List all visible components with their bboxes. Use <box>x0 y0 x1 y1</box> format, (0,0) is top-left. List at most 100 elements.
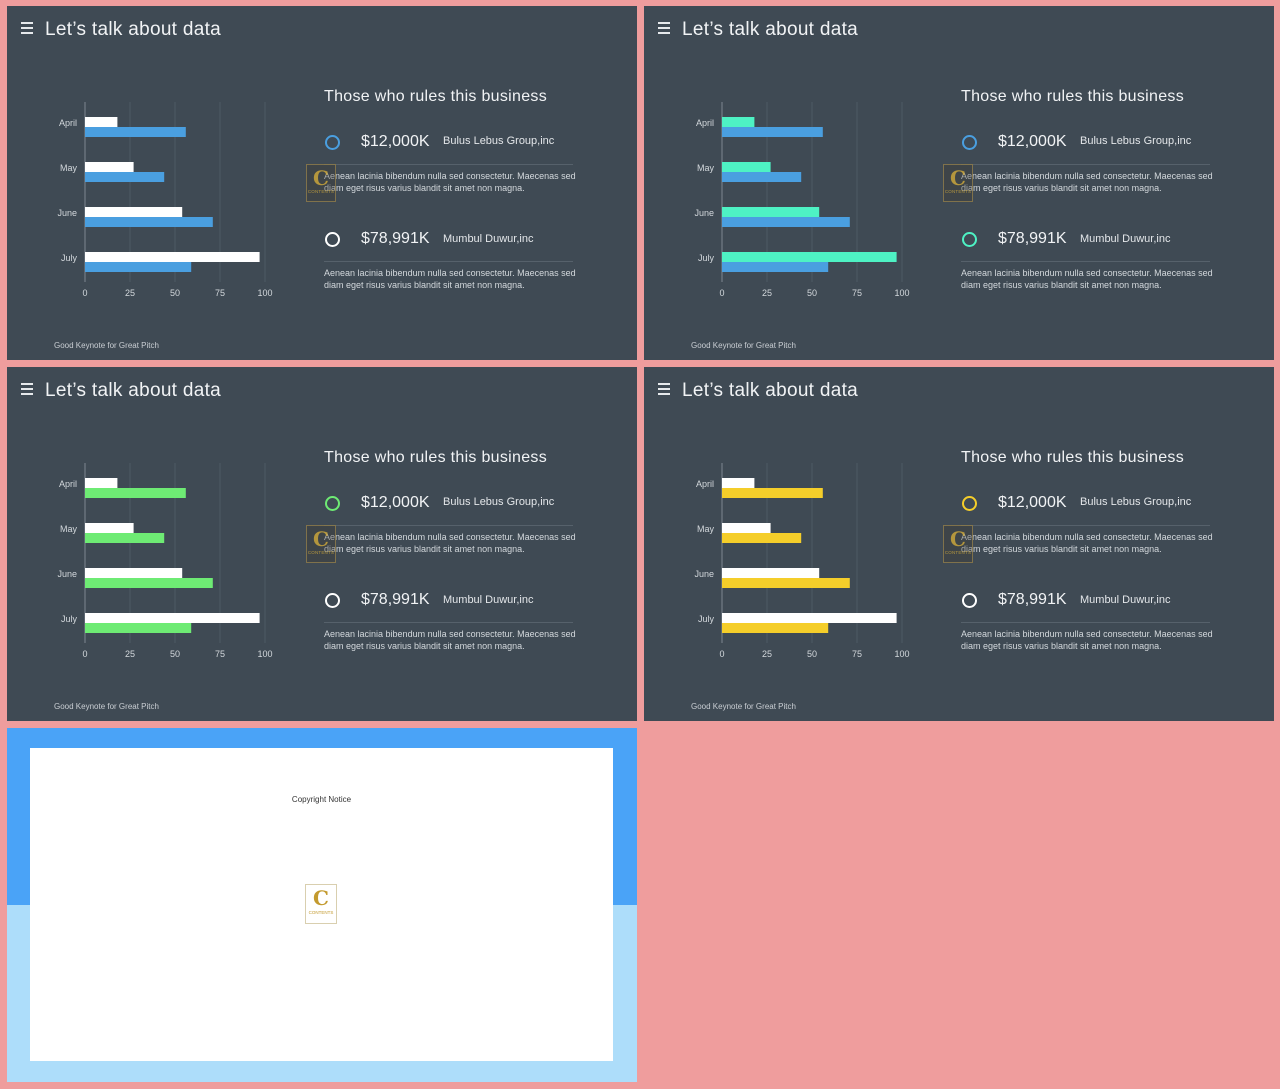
copyright-card: Copyright Notice C CONTENTS <box>30 748 613 1061</box>
bar-series-2 <box>722 172 802 182</box>
x-tick-label: 100 <box>894 288 909 298</box>
entry-company: Bulus Lebus Group,inc <box>1080 135 1192 147</box>
bar-series-1 <box>722 613 897 623</box>
bar-series-1 <box>722 207 820 217</box>
entry-value: $12,000K <box>361 494 430 511</box>
bar-chart: 0 25 50 75 100 April May June July <box>57 463 273 659</box>
logo-word: CONTENTS <box>307 189 335 194</box>
bar-series-1 <box>722 478 755 488</box>
entry-value: $78,991K <box>361 591 430 608</box>
divider <box>324 261 573 262</box>
slide-1[interactable]: Let’s talk about data 0 25 50 75 100 April May… <box>7 6 637 360</box>
x-tick-label: 50 <box>170 288 180 298</box>
divider <box>961 622 1210 623</box>
bar-chart: 0 25 50 75 100 April May June July <box>694 102 910 298</box>
x-tick-label: 0 <box>82 288 87 298</box>
entry-description: Aenean lacinia bibendum nulla sed consec… <box>324 268 576 290</box>
footer-text: Good Keynote for Great Pitch <box>54 341 159 350</box>
slide-title: Let’s talk about data <box>45 380 222 401</box>
x-tick-label: 75 <box>215 288 225 298</box>
x-tick-label: 75 <box>852 649 862 659</box>
footer-text: Good Keynote for Great Pitch <box>54 702 159 711</box>
entry-description: Aenean lacinia bibendum nulla sed consec… <box>961 532 1213 554</box>
x-tick-label: 50 <box>807 288 817 298</box>
logo-word: CONTENTS <box>308 910 334 915</box>
bar-series-2 <box>85 127 186 137</box>
slide-title: Let’s talk about data <box>682 380 859 401</box>
x-tick-label: 0 <box>719 649 724 659</box>
entry-description: Aenean lacinia bibendum nulla sed consec… <box>961 268 1213 290</box>
circle-icon <box>962 232 977 247</box>
menu-icon <box>21 22 33 34</box>
entry-company: Bulus Lebus Group,inc <box>443 135 555 147</box>
entry-value: $12,000K <box>361 133 430 150</box>
category-label: June <box>57 208 77 218</box>
x-tick-label: 50 <box>807 649 817 659</box>
category-label: June <box>57 569 77 579</box>
entry-company: Mumbul Duwur,inc <box>443 594 534 606</box>
logo-letter: C <box>313 527 329 551</box>
x-tick-label: 50 <box>170 649 180 659</box>
bar-series-2 <box>722 578 850 588</box>
slide-title: Let’s talk about data <box>682 19 859 40</box>
bar-chart: 0 25 50 75 100 April May June July <box>57 102 273 298</box>
entry-value: $78,991K <box>998 230 1067 247</box>
footer-text: Good Keynote for Great Pitch <box>691 702 796 711</box>
bar-series-1 <box>722 523 771 533</box>
bar-series-2 <box>722 533 802 543</box>
slide-3[interactable]: Let’s talk about data 0 25 50 75 100 April May… <box>7 367 637 721</box>
entry-company: Mumbul Duwur,inc <box>1080 594 1171 606</box>
x-tick-label: 0 <box>82 649 87 659</box>
category-label: May <box>60 163 78 173</box>
section-heading: Those who rules this business <box>324 88 548 105</box>
divider <box>324 164 573 165</box>
category-label: April <box>696 479 714 489</box>
x-tick-label: 25 <box>125 288 135 298</box>
divider <box>961 525 1210 526</box>
category-label: July <box>61 253 78 263</box>
bar-series-2 <box>722 127 823 137</box>
entry-description: Aenean lacinia bibendum nulla sed consec… <box>961 171 1213 193</box>
divider <box>324 622 573 623</box>
bar-chart: 0 25 50 75 100 April May June July <box>694 463 910 659</box>
entry-value: $78,991K <box>998 591 1067 608</box>
bar-series-2 <box>85 578 213 588</box>
logo-badge-icon: C CONTENTS <box>305 884 337 924</box>
bar-series-1 <box>85 162 134 172</box>
circle-icon <box>325 135 340 150</box>
category-label: June <box>694 569 714 579</box>
menu-icon <box>21 383 33 395</box>
slide-2[interactable]: Let’s talk about data 0 25 50 75 100 April May… <box>644 6 1274 360</box>
bar-series-1 <box>722 117 755 127</box>
bar-series-1 <box>722 568 820 578</box>
bar-series-1 <box>85 252 260 262</box>
slide-4[interactable]: Let’s talk about data 0 25 50 75 100 April May… <box>644 367 1274 721</box>
bar-series-2 <box>722 488 823 498</box>
entry-company: Bulus Lebus Group,inc <box>443 496 555 508</box>
bar-series-1 <box>85 523 134 533</box>
section-heading: Those who rules this business <box>324 449 548 466</box>
section-heading: Those who rules this business <box>961 449 1185 466</box>
copyright-slide[interactable]: Copyright Notice C CONTENTS <box>7 728 637 1082</box>
category-label: July <box>698 253 715 263</box>
entry-description: Aenean lacinia bibendum nulla sed consec… <box>961 629 1213 651</box>
bar-series-1 <box>85 117 118 127</box>
circle-icon <box>325 232 340 247</box>
bar-series-2 <box>85 172 165 182</box>
bar-series-2 <box>722 623 829 633</box>
bar-series-2 <box>85 488 186 498</box>
entry-description: Aenean lacinia bibendum nulla sed consec… <box>324 532 576 554</box>
entry-description: Aenean lacinia bibendum nulla sed consec… <box>324 629 576 651</box>
category-label: May <box>60 524 78 534</box>
entry-company: Mumbul Duwur,inc <box>443 233 534 245</box>
logo-letter: C <box>313 166 329 190</box>
bar-series-2 <box>722 262 829 272</box>
logo-badge-icon: C CONTENTS <box>943 525 973 563</box>
bar-series-2 <box>85 262 192 272</box>
circle-icon <box>325 593 340 608</box>
category-label: July <box>61 614 78 624</box>
bar-series-2 <box>722 217 850 227</box>
x-tick-label: 25 <box>762 649 772 659</box>
bar-series-2 <box>85 533 165 543</box>
circle-icon <box>962 496 977 511</box>
